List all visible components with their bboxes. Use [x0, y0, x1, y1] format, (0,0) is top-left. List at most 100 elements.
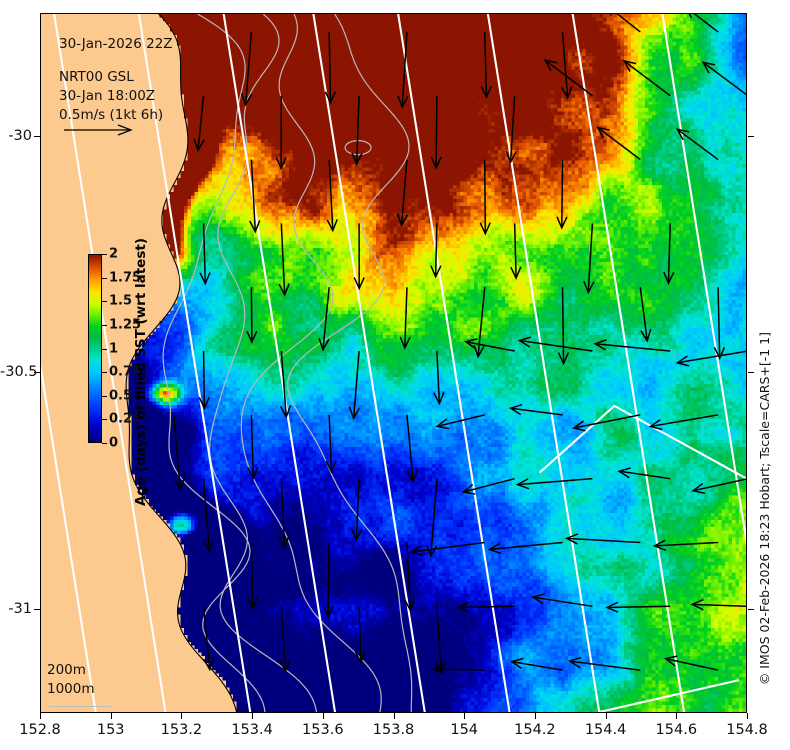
colorbar-tick: [102, 443, 107, 444]
x-axis-tick: [110, 713, 112, 719]
current-vector: [543, 59, 593, 97]
current-vector: [279, 606, 291, 673]
bathymetry-legend: 200m 1000m: [47, 661, 95, 699]
x-axis-tick-label: 152.8: [19, 722, 61, 738]
current-vector: [396, 159, 409, 228]
depth-label-200m: 200m: [47, 662, 86, 678]
source-line-2: 30-Jan 18:00Z: [59, 88, 156, 104]
colorbar-tick: [102, 301, 107, 303]
current-vector: [605, 601, 671, 613]
y-axis-tick-label: -31: [8, 600, 32, 617]
x-axis-tick-label: 153.2: [160, 722, 203, 738]
y-axis-tick-label: -30: [8, 127, 32, 144]
current-vector: [247, 414, 259, 481]
x-axis-tick-label: 154.2: [514, 722, 556, 738]
current-vector: [622, 59, 671, 97]
current-vector: [409, 541, 485, 557]
colorbar-tick: [102, 419, 107, 421]
current-vector: [193, 95, 205, 153]
x-axis-tick: [252, 713, 254, 719]
current-vector: [172, 414, 186, 492]
current-vector: [593, 339, 671, 352]
current-vector: [583, 223, 595, 295]
credit-text: © IMOS 02-Feb-2026 18:23 Hobart; Tscale=…: [757, 332, 772, 686]
current-vector: [557, 287, 570, 366]
current-vector: [609, 14, 641, 33]
x-axis-tick-label: 153.4: [231, 722, 273, 738]
current-vector: [564, 533, 641, 545]
current-vector: [433, 350, 445, 406]
satellite-swath-edge: [744, 14, 746, 712]
current-vector: [240, 31, 253, 107]
current-vector: [690, 599, 746, 611]
current-vector: [531, 593, 593, 608]
y-axis-tick: [34, 608, 40, 610]
x-axis-tick: [676, 713, 678, 719]
x-axis-tick-label: 154.4: [584, 722, 627, 738]
x-axis-tick: [181, 713, 183, 719]
colorbar-tick: [102, 277, 107, 279]
x-axis-tick-label: 153: [96, 722, 125, 738]
current-vector: [430, 95, 442, 170]
bathymetry-contour: [240, 14, 382, 712]
satellite-swath-edge: [571, 14, 686, 712]
current-vector: [406, 414, 418, 484]
satellite-swath-edge: [486, 14, 601, 712]
y-axis-tick: [34, 372, 40, 374]
colorbar-tick: [102, 254, 107, 255]
current-vector: [688, 14, 719, 33]
satellite-swath-edge: [661, 14, 746, 545]
current-vector: [435, 606, 447, 675]
satellite-swath-edge: [599, 679, 740, 712]
colorbar-tick-label: 1.75: [109, 270, 142, 286]
source-line-1: NRT00 GSL: [59, 69, 134, 85]
current-vector: [351, 478, 363, 542]
current-vector: [404, 542, 416, 613]
y-axis-tick: [34, 135, 40, 137]
colorbar-tick: [102, 372, 107, 374]
current-vector: [648, 414, 719, 431]
current-vector: [426, 478, 438, 559]
colorbar-tick-label: 0.5: [109, 388, 133, 404]
current-vector: [515, 477, 593, 490]
current-vector: [617, 467, 671, 480]
colorbar-tick-label: 1.5: [109, 293, 133, 309]
bathymetry-contour: [287, 14, 413, 712]
coastline: [125, 14, 238, 712]
current-vector: [510, 223, 522, 280]
x-axis-tick-label: 154: [450, 722, 479, 738]
colorbar-tick-label: 1.25: [109, 317, 142, 333]
current-vector: [324, 31, 337, 105]
current-vector: [480, 31, 492, 100]
current-vector: [353, 223, 365, 291]
satellite-swath-edge: [538, 404, 746, 480]
colorbar-tick: [102, 348, 107, 350]
x-axis-tick-label: 153.6: [302, 722, 344, 738]
x-axis-tick: [40, 713, 41, 719]
current-vector: [571, 414, 641, 432]
current-vector: [199, 223, 211, 286]
colorbar-tick: [102, 324, 107, 326]
current-vector: [463, 338, 515, 352]
current-vector: [663, 655, 719, 671]
current-vector: [556, 159, 568, 230]
current-vector: [275, 95, 287, 171]
bathymetry-contour: [209, 14, 318, 712]
current-vector: [202, 606, 215, 672]
x-axis-tick-label: 154.6: [655, 722, 698, 738]
current-vector: [348, 350, 361, 421]
x-axis-tick: [534, 713, 536, 719]
current-vector: [318, 287, 330, 352]
current-vector: [691, 478, 746, 494]
bathymetry-contour: [162, 14, 266, 712]
x-axis-tick: [605, 713, 607, 719]
colorbar-tick-label: 2: [109, 246, 119, 262]
colorbar-tick-label: 0: [109, 435, 119, 451]
current-vector: [279, 350, 292, 419]
timestamp-annotation: 30-Jan-2026 22Z: [59, 36, 173, 52]
current-vector: [509, 657, 563, 671]
current-vector: [473, 287, 486, 359]
current-vector: [435, 414, 485, 430]
current-vector: [639, 287, 652, 343]
x-axis-tick: [464, 713, 466, 719]
